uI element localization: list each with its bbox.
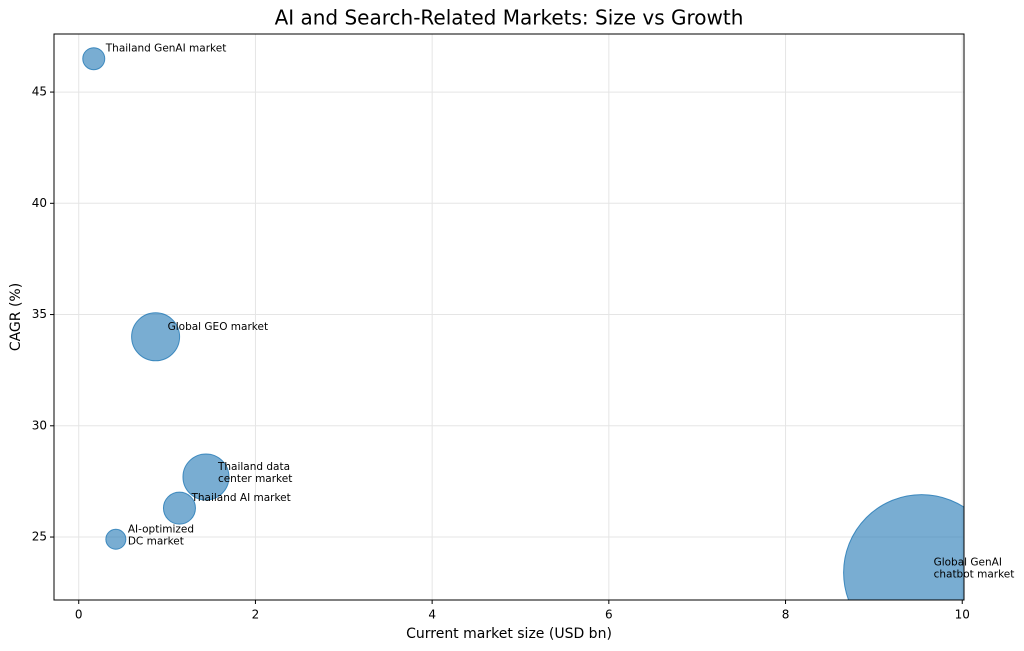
x-tick-label: 2 (252, 608, 260, 622)
bubble (162, 491, 196, 525)
x-tick-label: 0 (75, 608, 83, 622)
annotation-line: chatbot market (934, 569, 1015, 581)
annotation: Global GEO market (168, 321, 268, 333)
x-tick-label: 10 (955, 608, 970, 622)
x-tick-label: 6 (605, 608, 613, 622)
plot-frame (53, 33, 965, 601)
y-tick-label: 40 (32, 196, 47, 210)
chart-title: AI and Search-Related Markets: Size vs G… (275, 6, 744, 30)
y-tick-label: 35 (32, 307, 47, 321)
annotation-line: Global GenAI (934, 557, 1002, 569)
annotation-line: DC market (128, 535, 184, 547)
annotation-line: Thailand data (217, 461, 290, 473)
annotation-line: center market (218, 473, 292, 485)
bubble (182, 453, 230, 501)
bubble (82, 47, 106, 71)
annotation: Thailand data center market (217, 461, 292, 485)
y-axis-label: CAGR (%) (8, 283, 24, 351)
bubbles (82, 47, 964, 600)
annotation: Thailand AI market (190, 492, 290, 504)
y-tick-label: 45 (32, 85, 47, 99)
y-tick-label: 30 (32, 418, 47, 432)
annotation-line: Global GEO market (168, 321, 268, 333)
bubble (843, 494, 964, 600)
annotation: Global GenAI chatbot market (934, 557, 1015, 581)
bubble (105, 528, 127, 550)
annotation: Thailand GenAI market (105, 43, 227, 55)
y-tick-label: 25 (32, 530, 47, 544)
x-axis-label: Current market size (USD bn) (406, 626, 612, 642)
annotation-line: AI-optimized (128, 523, 194, 535)
x-tick-label: 4 (428, 608, 436, 622)
annotation: AI-optimized DC market (128, 523, 194, 547)
annotation-line: Thailand AI market (190, 492, 290, 504)
annotation-line: Thailand GenAI market (105, 43, 227, 55)
bubble (131, 312, 181, 362)
x-tick-label: 8 (782, 608, 790, 622)
